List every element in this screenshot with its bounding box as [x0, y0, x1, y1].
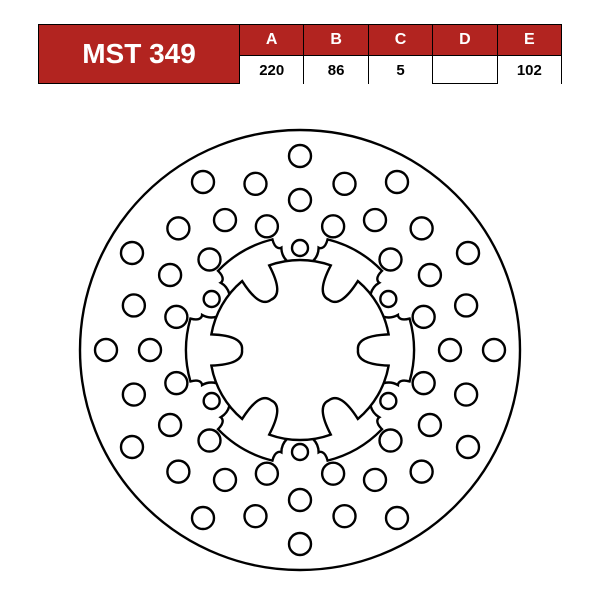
- spec-table: MST 349 A 220 B 86 C 5 D E 102: [38, 24, 562, 84]
- col-e-header: E: [498, 25, 561, 56]
- col-b-value: 86: [304, 56, 367, 85]
- col-d-header: D: [433, 25, 496, 56]
- col-d: D: [433, 24, 497, 84]
- part-number: MST 349: [38, 24, 240, 84]
- col-e: E 102: [498, 24, 562, 84]
- col-a-header: A: [240, 25, 303, 56]
- col-b: B 86: [304, 24, 368, 84]
- brake-disc-diagram: [60, 110, 540, 590]
- col-c-header: C: [369, 25, 432, 56]
- col-e-value: 102: [498, 56, 561, 85]
- col-a: A 220: [240, 24, 304, 84]
- col-b-header: B: [304, 25, 367, 56]
- col-c-value: 5: [369, 56, 432, 85]
- col-d-value: [433, 56, 496, 83]
- col-a-value: 220: [240, 56, 303, 85]
- col-c: C 5: [369, 24, 433, 84]
